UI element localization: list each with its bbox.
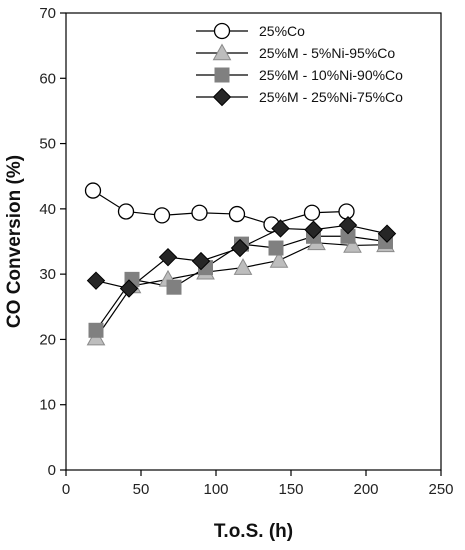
x-tick-label: 50 <box>133 481 150 498</box>
series-1-markers <box>84 182 355 233</box>
y-tick-label: 70 <box>39 5 56 22</box>
data-point <box>338 203 355 220</box>
y-axis-title: CO Conversion (%) <box>4 155 25 328</box>
x-axis-title: T.o.S. (h) <box>214 521 293 542</box>
data-point <box>166 279 182 295</box>
data-point <box>304 220 323 239</box>
legend-entry: 25%M - 25%Ni-75%Co <box>196 87 403 107</box>
data-point <box>119 279 139 298</box>
data-point <box>338 215 358 235</box>
data-point <box>230 238 250 258</box>
legend-marker <box>214 67 230 83</box>
legend-marker <box>212 87 232 107</box>
y-tick-label: 20 <box>39 331 56 348</box>
data-point <box>191 251 211 271</box>
legend-label: 25%M - 5%Ni-95%Co <box>259 45 395 61</box>
legend-label: 25%M - 10%Ni-90%Co <box>259 67 403 83</box>
y-tick-label: 30 <box>39 266 56 283</box>
data-point <box>84 182 102 199</box>
legend-entry: 25%Co <box>196 22 305 40</box>
data-point <box>86 271 106 290</box>
series-4-markers <box>86 215 397 298</box>
legend-marker <box>212 43 232 61</box>
legend-label: 25%Co <box>259 23 305 39</box>
y-tick-label: 0 <box>48 462 56 479</box>
legend-label: 25%M - 25%Ni-75%Co <box>259 89 403 105</box>
data-point <box>377 224 397 243</box>
data-point <box>153 207 171 224</box>
legend: 25%Co 25%M - 5%Ni-95%Co 25%M - 10%Ni-90%Co… <box>196 22 403 107</box>
data-point <box>88 322 104 338</box>
legend-entry: 25%M - 10%Ni-90%Co <box>196 67 403 83</box>
x-tick-label: 250 <box>428 481 453 498</box>
data-point <box>158 247 178 267</box>
legend-entry: 25%M - 5%Ni-95%Co <box>196 43 395 61</box>
data-point <box>233 258 253 275</box>
x-tick-label: 100 <box>203 481 228 498</box>
data-point <box>343 235 362 253</box>
axes: 0 50 100 150 200 250 0 10 20 30 40 50 60 70 <box>39 5 453 498</box>
x-tick-label: 200 <box>353 481 378 498</box>
series-layer <box>84 182 397 346</box>
data-point <box>303 204 321 221</box>
y-tick-label: 60 <box>39 70 56 87</box>
legend-marker <box>213 22 231 40</box>
data-point <box>228 205 246 223</box>
x-tick-label: 150 <box>278 481 303 498</box>
data-point <box>269 250 289 268</box>
x-tick-label: 0 <box>62 481 70 498</box>
data-point <box>271 219 290 238</box>
y-tick-label: 40 <box>39 201 56 218</box>
data-point <box>268 240 284 256</box>
y-tick-label: 50 <box>39 136 56 153</box>
data-point <box>191 204 208 221</box>
data-point <box>117 203 135 220</box>
y-tick-label: 10 <box>39 397 56 414</box>
plot-frame <box>65 12 442 471</box>
